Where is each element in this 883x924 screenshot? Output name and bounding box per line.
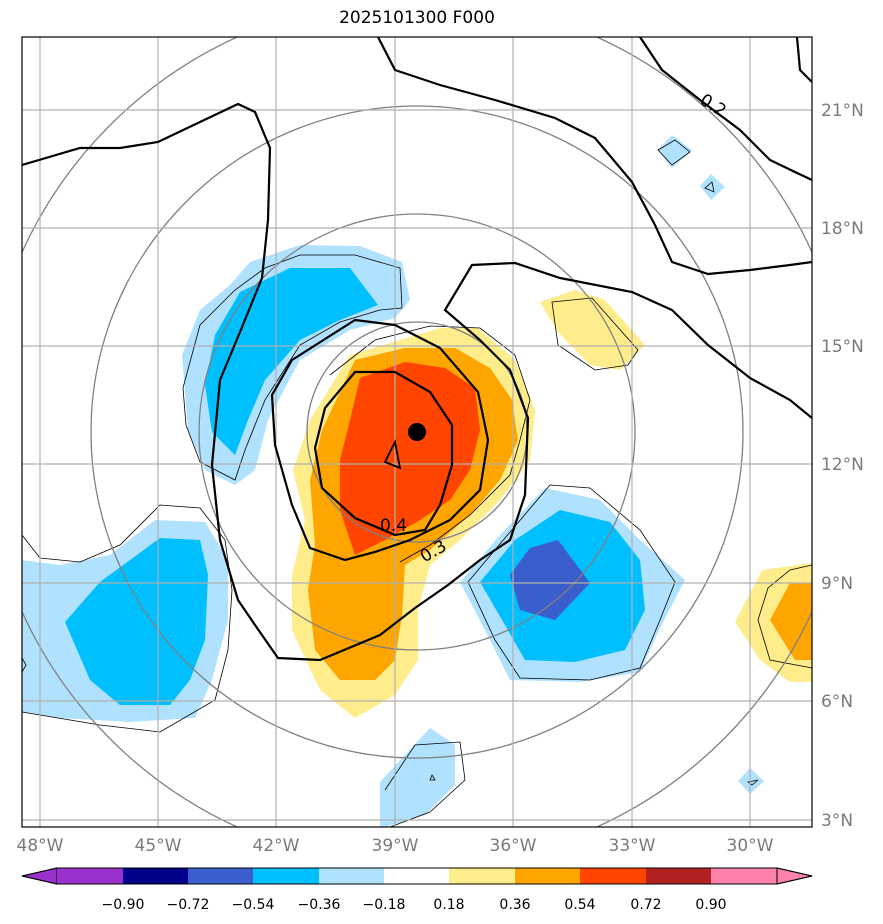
colorbar-label-3: −0.54 [232, 897, 275, 913]
contour-label-0.2: 0.2 [696, 90, 730, 121]
contour-label-0.4: 0.4 [380, 516, 407, 536]
pos-region-center-red [340, 362, 480, 555]
neg-region-nw-inner [205, 268, 378, 455]
thin-contour-west-edge [22, 657, 27, 673]
thin-contour-ne-1 [657, 139, 691, 166]
colorbar-swatch-3 [188, 868, 253, 884]
map-frame [21, 36, 813, 828]
contour-0.2-main [22, 102, 812, 662]
colorbar-swatch-4 [253, 868, 319, 884]
colorbar-label-2: −0.72 [167, 897, 210, 913]
colorbar-labels: −0.90 −0.72 −0.54 −0.36 −0.18 0.18 0.36 … [102, 897, 727, 913]
colorbar-swatch-11 [711, 868, 777, 884]
thin-contour-ne-patch [551, 297, 639, 371]
gridlines [22, 37, 812, 827]
map-plot-area: 0.2 0.4 0.3 [22, 37, 812, 827]
colorbar-label-5: −0.18 [363, 897, 406, 913]
lat-tick-labels: 21°N 18°N 15°N 12°N 9°N 6°N 3°N [821, 101, 864, 831]
lon-label-39w: 39°W [372, 836, 419, 856]
range-ring-2 [198, 213, 636, 651]
storm-center-marker [408, 423, 426, 441]
colorbar-extend-high [776, 867, 813, 885]
lat-label-21n: 21°N [821, 101, 864, 121]
colorbar-label-1: −0.90 [102, 897, 145, 913]
contour-0.3 [270, 318, 490, 562]
center-sliver [383, 439, 402, 470]
colorbar-outline [21, 867, 813, 885]
lat-label-15n: 15°N [821, 337, 864, 357]
lat-label-3n: 3°N [821, 811, 853, 831]
neg-region-se-core [510, 540, 590, 620]
colorbar-swatch-2 [123, 868, 188, 884]
lat-label-12n: 12°N [821, 455, 864, 475]
thin-contour-south-dot [429, 774, 436, 781]
colorbar: −0.90 −0.72 −0.54 −0.36 −0.18 0.18 0.36 … [21, 867, 813, 913]
colorbar-label-6: 0.18 [433, 897, 464, 913]
lat-label-9n: 9°N [821, 574, 853, 594]
neg-patch-ne-1 [658, 135, 692, 168]
contour-0.2-corner [795, 37, 812, 83]
colorbar-label-8: 0.54 [564, 897, 595, 913]
colorbar-extend-low [21, 867, 58, 885]
lon-label-42w: 42°W [253, 836, 300, 856]
contour-0.2-ne [639, 37, 812, 181]
colorbar-swatch-9 [580, 868, 646, 884]
lon-label-30w: 30°W [727, 836, 774, 856]
thin-contour-east [757, 564, 812, 669]
lon-tick-labels: 48°W 45°W 42°W 39°W 36°W 33°W 30°W [17, 836, 774, 856]
colorbar-swatch-7 [449, 868, 515, 884]
thin-contour-ne-2 [704, 181, 715, 193]
range-ring-3 [90, 105, 744, 759]
colorbar-label-10: 0.90 [695, 897, 726, 913]
neg-region-south [380, 728, 455, 827]
colorbar-label-9: 0.72 [630, 897, 661, 913]
thin-contour-center [329, 325, 531, 563]
contour-0.4 [313, 370, 454, 537]
colorbar-label-7: 0.36 [499, 897, 530, 913]
colorbar-swatch-1 [57, 868, 123, 884]
contour-0.2-upper [377, 37, 812, 276]
lon-label-45w: 45°W [135, 836, 182, 856]
thin-contour-south [384, 741, 466, 827]
colorbar-swatch-8 [515, 868, 580, 884]
lat-label-6n: 6°N [821, 692, 853, 712]
colorbar-swatch-5 [319, 868, 384, 884]
map-title: 2025101300 F000 [339, 8, 495, 28]
colorbar-label-4: −0.36 [298, 897, 341, 913]
lat-label-18n: 18°N [821, 219, 864, 239]
thick-contour-layer [22, 37, 812, 662]
lon-label-48w: 48°W [17, 836, 64, 856]
neg-patch-ne-2 [700, 174, 725, 200]
neg-region-sw-inner [65, 538, 208, 705]
thin-contour-nw [182, 254, 403, 481]
colorbar-swatch-6 [384, 868, 449, 884]
pos-region-east-orange [770, 583, 812, 660]
thin-contour-se [467, 484, 676, 681]
lon-label-33w: 33°W [609, 836, 656, 856]
colorbar-swatch-10 [646, 868, 711, 884]
shading-layer [22, 135, 812, 827]
lon-label-36w: 36°W [490, 836, 537, 856]
